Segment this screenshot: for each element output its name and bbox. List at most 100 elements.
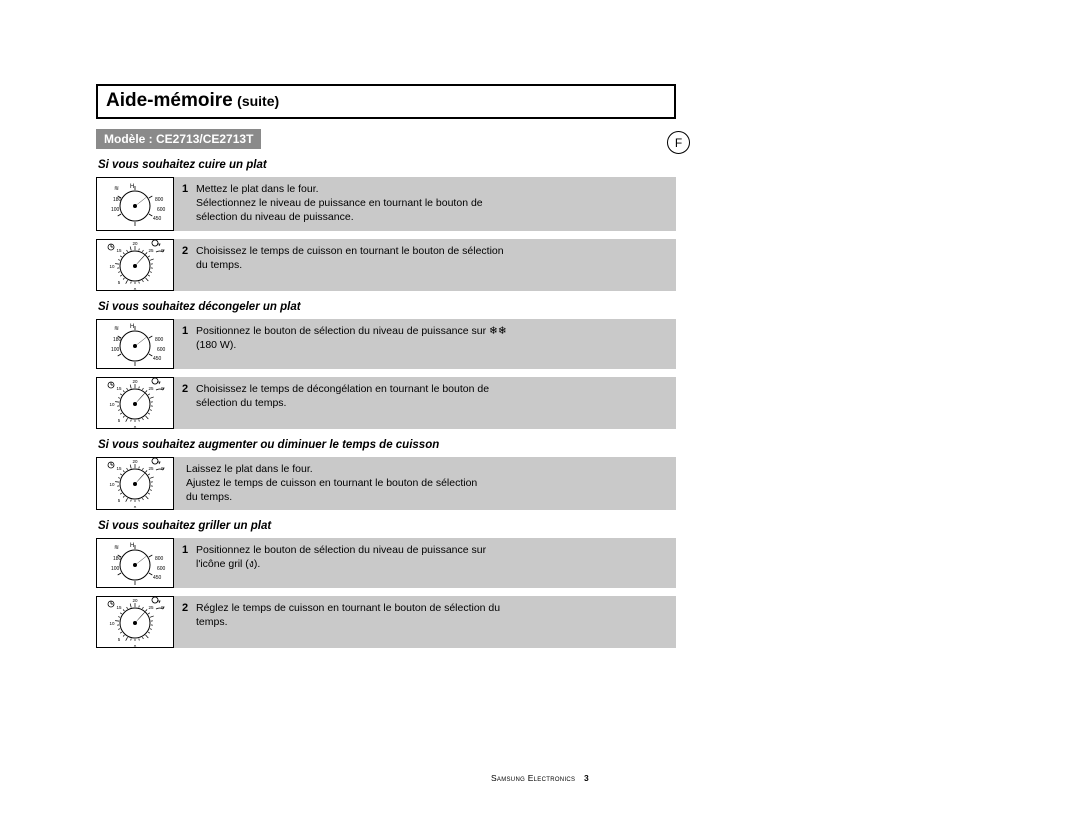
step-text-line: l'icône gril (ง).: [196, 557, 668, 571]
svg-text:H: H: [130, 324, 134, 330]
timer-dial-icon: 0510152025: [96, 457, 174, 511]
instruction-step: 0 5 10 15 20 25 2Choisissez le temps de décon…: [96, 377, 676, 429]
instruction-text: 1Positionnez le bouton de sélection du n…: [174, 319, 676, 369]
page-title-main: Aide-mémoire: [106, 90, 233, 111]
step-number: 1: [182, 324, 196, 363]
step-text-line: (180 W).: [196, 338, 668, 352]
section-title: Si vous souhaitez cuire un plat: [98, 159, 990, 171]
svg-text:25: 25: [148, 605, 154, 610]
svg-text:10: 10: [109, 264, 115, 269]
instruction-step: ≋ H 800 600 450 100 180 1Positionnez le …: [96, 319, 676, 369]
svg-text:180: 180: [113, 337, 122, 343]
svg-text:20: 20: [132, 379, 138, 384]
svg-text:H: H: [130, 184, 134, 190]
step-text-line: Choisissez le temps de cuisson en tourna…: [196, 244, 668, 258]
step-text: Positionnez le bouton de sélection du ni…: [196, 543, 668, 582]
svg-text:20: 20: [132, 598, 138, 603]
instruction-text: 2Réglez le temps de cuisson en tournant …: [174, 596, 676, 648]
step-text-line: Laissez le plat dans le four.: [186, 462, 668, 476]
svg-text:10: 10: [109, 621, 115, 626]
step-text-line: sélection du temps.: [196, 396, 668, 410]
timer-dial-icon: 0 5 10 15 20 25: [96, 377, 174, 429]
step-text-line: Mettez le plat dans le four.: [196, 182, 668, 196]
step-text: Laissez le plat dans le four.Ajustez le …: [186, 462, 668, 505]
svg-text:100: 100: [111, 566, 120, 572]
step-text-line: du temps.: [186, 490, 668, 504]
svg-text:800: 800: [155, 337, 164, 343]
instruction-step: 0510152025 Laissez le plat dans le four.…: [96, 457, 676, 511]
step-text-line: Positionnez le bouton de sélection du ni…: [196, 543, 668, 557]
step-text-line: Positionnez le bouton de sélection du ni…: [196, 324, 668, 338]
instruction-text: 2Choisissez le temps de cuisson en tourn…: [174, 239, 676, 291]
step-text: Choisissez le temps de décongélation en …: [196, 382, 668, 423]
svg-text:600: 600: [157, 207, 166, 213]
step-text: Réglez le temps de cuisson en tournant l…: [196, 601, 668, 642]
timer-dial-icon: 0 5 10 15 20 25: [96, 596, 174, 648]
svg-text:800: 800: [155, 556, 164, 562]
svg-text:15: 15: [116, 466, 122, 471]
svg-text:10: 10: [109, 482, 115, 487]
step-text-line: Sélectionnez le niveau de puissance en t…: [196, 196, 668, 210]
step-number: 2: [182, 244, 196, 285]
instruction-step: 0 5 10 15 20 25 2Réglez le temps de cuisson e…: [96, 596, 676, 648]
svg-text:0: 0: [134, 425, 137, 428]
footer-company: Samsung Electronics: [491, 773, 575, 783]
instruction-text: 1Mettez le plat dans le four.Sélectionne…: [174, 177, 676, 231]
power-dial-icon: ≋ H 800 600 450 100 180: [96, 177, 174, 231]
svg-text:≋: ≋: [114, 186, 119, 192]
svg-text:20: 20: [132, 241, 138, 246]
step-text: Choisissez le temps de cuisson en tourna…: [196, 244, 668, 285]
svg-text:≋: ≋: [114, 545, 119, 551]
svg-text:100: 100: [111, 207, 120, 213]
instruction-step: 0 5 10 15 20 25 2Choisissez le temps de cuiss…: [96, 239, 676, 291]
section-title: Si vous souhaitez décongeler un plat: [98, 301, 990, 313]
svg-text:100: 100: [111, 347, 120, 353]
svg-text:180: 180: [113, 197, 122, 203]
section-title: Si vous souhaitez augmenter ou diminuer …: [98, 439, 990, 451]
step-text: Positionnez le bouton de sélection du ni…: [196, 324, 668, 363]
step-number: 2: [182, 601, 196, 642]
svg-text:25: 25: [148, 386, 154, 391]
page-title-bar: Aide-mémoire (suite): [96, 84, 676, 119]
svg-text:5: 5: [118, 637, 121, 642]
power-dial-icon: ≋ H 800 600 450 100 180: [96, 319, 174, 369]
svg-text:15: 15: [116, 605, 122, 610]
svg-text:5: 5: [118, 498, 121, 503]
model-badge: Modèle : CE2713/CE2713T: [96, 129, 261, 149]
svg-text:800: 800: [155, 197, 164, 203]
step-number: 2: [182, 382, 196, 423]
svg-text:5: 5: [118, 280, 121, 285]
instruction-step: ≋ H 800 600 450 100 180 1Mettez le plat …: [96, 177, 676, 231]
svg-text:25: 25: [148, 248, 154, 253]
svg-text:0: 0: [134, 287, 137, 290]
step-text-line: sélection du niveau de puissance.: [196, 210, 668, 224]
instruction-step: ≋ H 800 600 450 100 180 1Positionnez le …: [96, 538, 676, 588]
svg-text:0: 0: [134, 644, 137, 647]
svg-text:600: 600: [157, 566, 166, 572]
timer-dial-icon: 0 5 10 15 20 25: [96, 239, 174, 291]
step-text: Mettez le plat dans le four.Sélectionnez…: [196, 182, 668, 225]
instruction-text: 1Positionnez le bouton de sélection du n…: [174, 538, 676, 588]
instruction-text: Laissez le plat dans le four.Ajustez le …: [174, 457, 676, 511]
svg-text:10: 10: [109, 402, 115, 407]
svg-text:20: 20: [132, 459, 138, 464]
step-text-line: du temps.: [196, 258, 668, 272]
step-text-line: Ajustez le temps de cuisson en tournant …: [186, 476, 668, 490]
svg-text:15: 15: [116, 248, 122, 253]
footer-page-number: 3: [584, 773, 589, 783]
step-text-line: Réglez le temps de cuisson en tournant l…: [196, 601, 668, 615]
svg-text:450: 450: [153, 356, 162, 362]
svg-text:H: H: [130, 543, 134, 549]
language-indicator: F: [667, 131, 690, 154]
svg-text:450: 450: [153, 216, 162, 222]
sections-container: Si vous souhaitez cuire un plat ≋ H 800 …: [96, 159, 990, 648]
svg-text:5: 5: [118, 418, 121, 423]
section-title: Si vous souhaitez griller un plat: [98, 520, 990, 532]
step-text-line: Choisissez le temps de décongélation en …: [196, 382, 668, 396]
svg-text:25: 25: [148, 466, 154, 471]
svg-text:15: 15: [116, 386, 122, 391]
svg-text:450: 450: [153, 575, 162, 581]
power-dial-icon: ≋ H 800 600 450 100 180: [96, 538, 174, 588]
svg-text:≋: ≋: [114, 326, 119, 332]
svg-text:600: 600: [157, 347, 166, 353]
